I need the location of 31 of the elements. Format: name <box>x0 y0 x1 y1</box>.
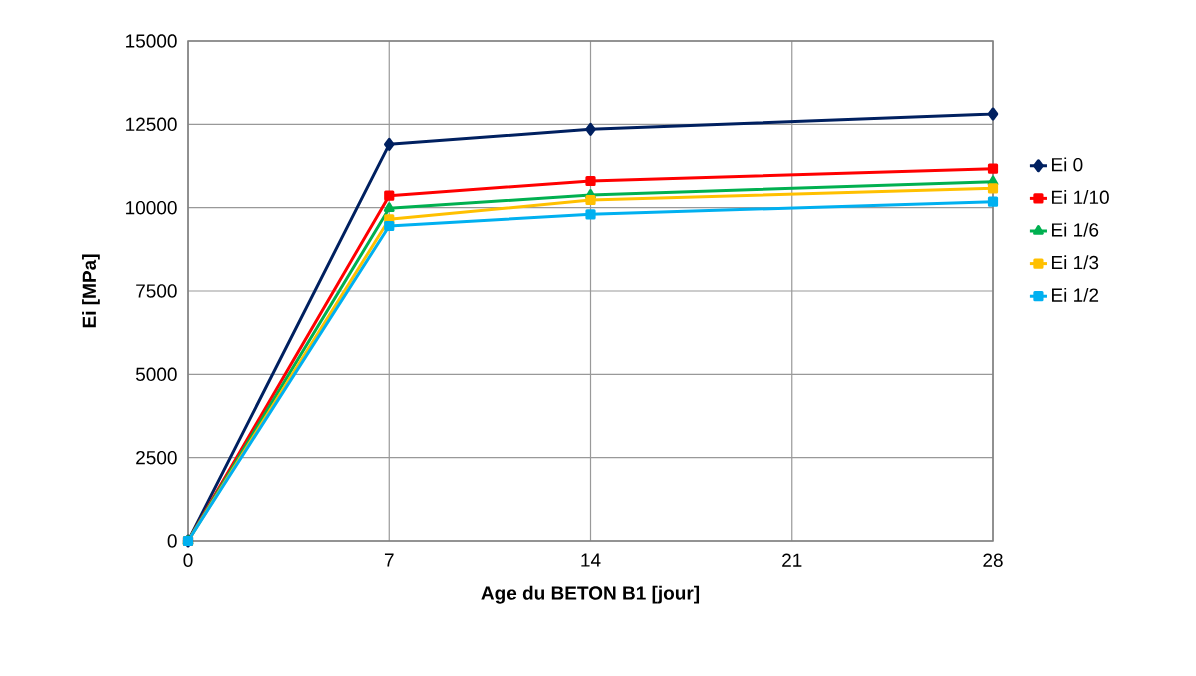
x-tick-label: 21 <box>782 553 802 567</box>
point <box>384 220 395 232</box>
x-axis-title: Age du BETON B1 [jour] <box>481 585 700 604</box>
x-tick-label: 0 <box>183 553 193 567</box>
y-tick-label: 12500 <box>126 117 177 132</box>
legend-label: Ei 1/10 <box>1052 190 1109 205</box>
point <box>987 163 999 174</box>
point <box>585 175 596 187</box>
point <box>585 194 596 206</box>
legend-label: Ei 1/6 <box>1052 222 1099 237</box>
legend-label: Ei 0 <box>1052 157 1083 172</box>
y-axis-title: Ei [MPa] <box>82 254 100 328</box>
point <box>987 196 999 207</box>
x-tick-label: 28 <box>983 553 1003 567</box>
y-tick-label: 7500 <box>136 284 177 298</box>
point <box>585 209 596 220</box>
y-tick-label: 15000 <box>126 34 177 48</box>
y-tick-label: 5000 <box>135 367 177 382</box>
x-tick-label: 7 <box>384 553 394 567</box>
y-tick-label: 10000 <box>126 200 177 215</box>
y-tick-label: 2500 <box>136 450 177 465</box>
legend-label: Ei 1/2 <box>1052 287 1099 302</box>
point <box>384 190 395 201</box>
x-tick-label: 14 <box>581 553 601 567</box>
point <box>384 137 395 151</box>
point <box>383 202 395 213</box>
legend-label: Ei 1/3 <box>1052 255 1099 270</box>
point <box>585 122 596 136</box>
y-tick-label: 0 <box>167 534 177 548</box>
point <box>987 107 999 121</box>
point <box>987 183 999 194</box>
